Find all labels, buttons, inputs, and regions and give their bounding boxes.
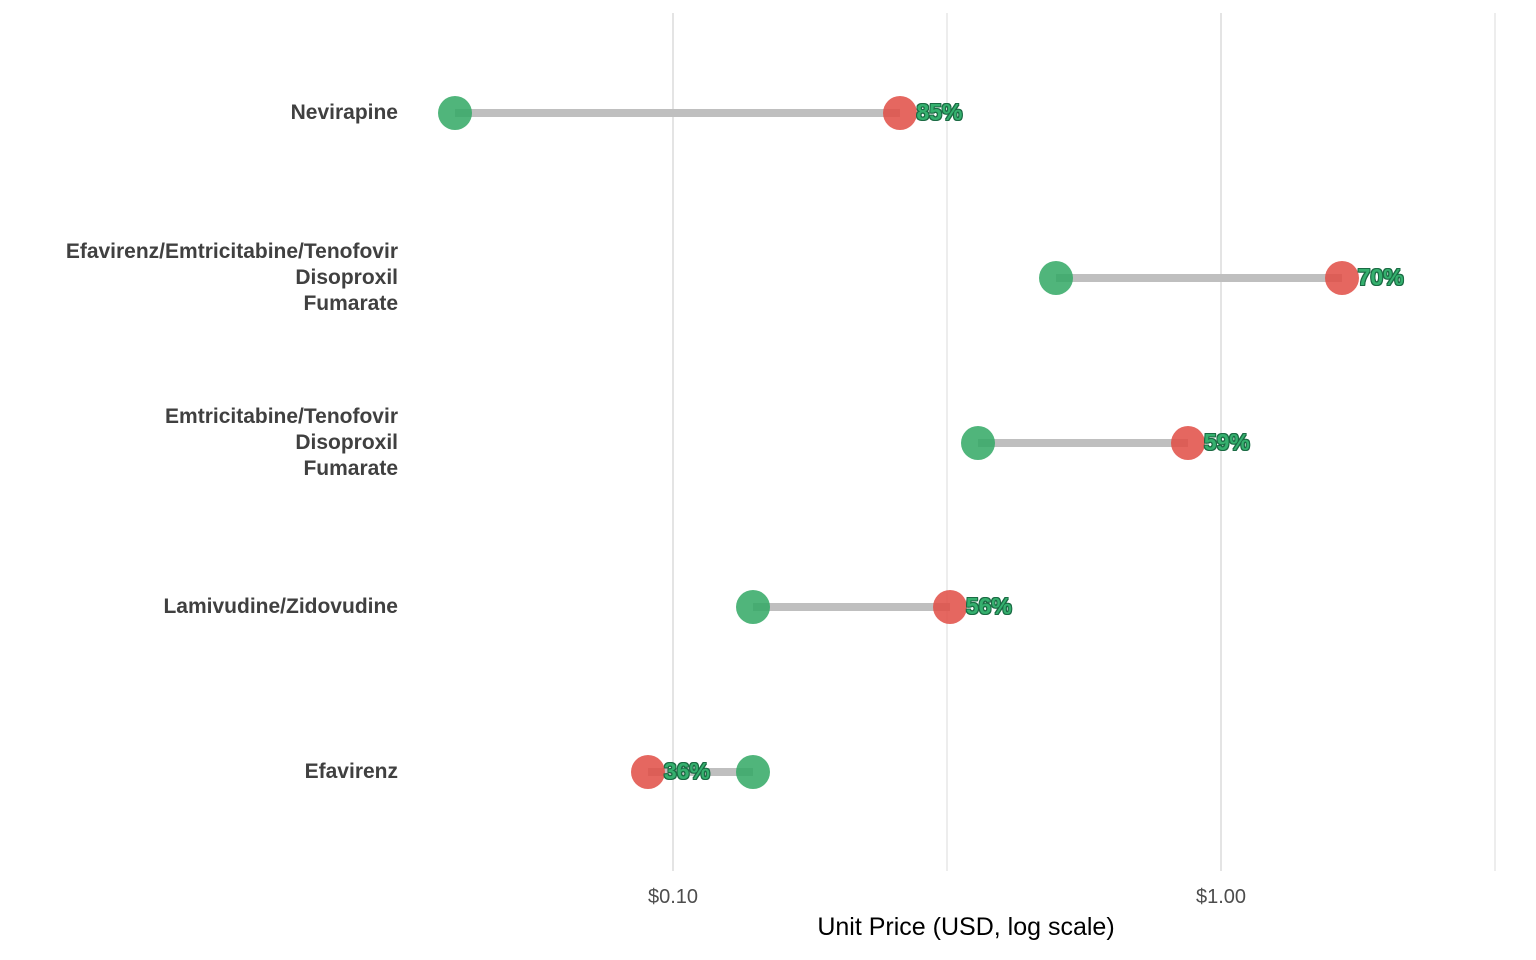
x-tick-label: $1.00 — [1195, 886, 1247, 908]
price-connector-line — [1056, 273, 1342, 282]
price-connector-line — [647, 768, 754, 776]
minor-gridline — [945, 13, 948, 871]
generic-price-dot — [437, 96, 472, 130]
x-axis-title: Unit Price (USD, log scale) — [817, 913, 1115, 941]
major-gridline — [1220, 13, 1222, 871]
price-connector-line — [454, 109, 901, 117]
originator-price-dot — [883, 96, 918, 130]
price-reduction-label: 59% — [1203, 428, 1250, 455]
drug-label: Emtricitabine/Tenofovir Disoproxil Fumarat… — [0, 404, 398, 482]
price-reduction-label: 36% — [663, 757, 710, 784]
drug-label-line: Lamivudine/Zidovudine — [163, 595, 398, 619]
generic-price-dot — [1039, 260, 1074, 295]
drug-label: Efavirenz/Emtricitabine/Tenofovir Disopro… — [0, 239, 398, 317]
originator-price-dot — [630, 755, 665, 789]
drug-label-line: Disoproxil — [295, 430, 398, 454]
drug-label-line: Fumarate — [303, 456, 398, 480]
price-reduction-label: 56% — [965, 593, 1012, 620]
price-connector-line — [753, 603, 950, 612]
x-tick-label: $0.10 — [647, 886, 699, 908]
originator-price-dot — [1170, 425, 1205, 460]
drug-label-line: Emtricitabine/Tenofovir — [165, 404, 398, 428]
price-reduction-label: 85% — [916, 98, 963, 125]
originator-price-dot — [1324, 260, 1359, 295]
generic-price-dot — [736, 755, 771, 789]
drug-label-line: Fumarate — [303, 291, 398, 315]
generic-price-dot — [736, 590, 771, 625]
drug-label-line: Efavirenz/Emtricitabine/Tenofovir — [65, 239, 398, 263]
drug-label-line: Disoproxil — [295, 265, 398, 289]
originator-price-dot — [932, 590, 967, 625]
major-gridline — [672, 13, 674, 871]
minor-gridline — [1493, 13, 1496, 871]
drug-label: Nevirapine — [0, 100, 398, 126]
generic-price-dot — [960, 425, 995, 460]
drug-label: Lamivudine/Zidovudine — [0, 594, 398, 620]
drug-label: Efavirenz — [0, 759, 398, 785]
price-connector-line — [977, 438, 1188, 447]
price-reduction-label: 70% — [1357, 263, 1404, 290]
drug-label-line: Nevirapine — [290, 101, 398, 124]
drug-label-line: Efavirenz — [304, 760, 398, 783]
